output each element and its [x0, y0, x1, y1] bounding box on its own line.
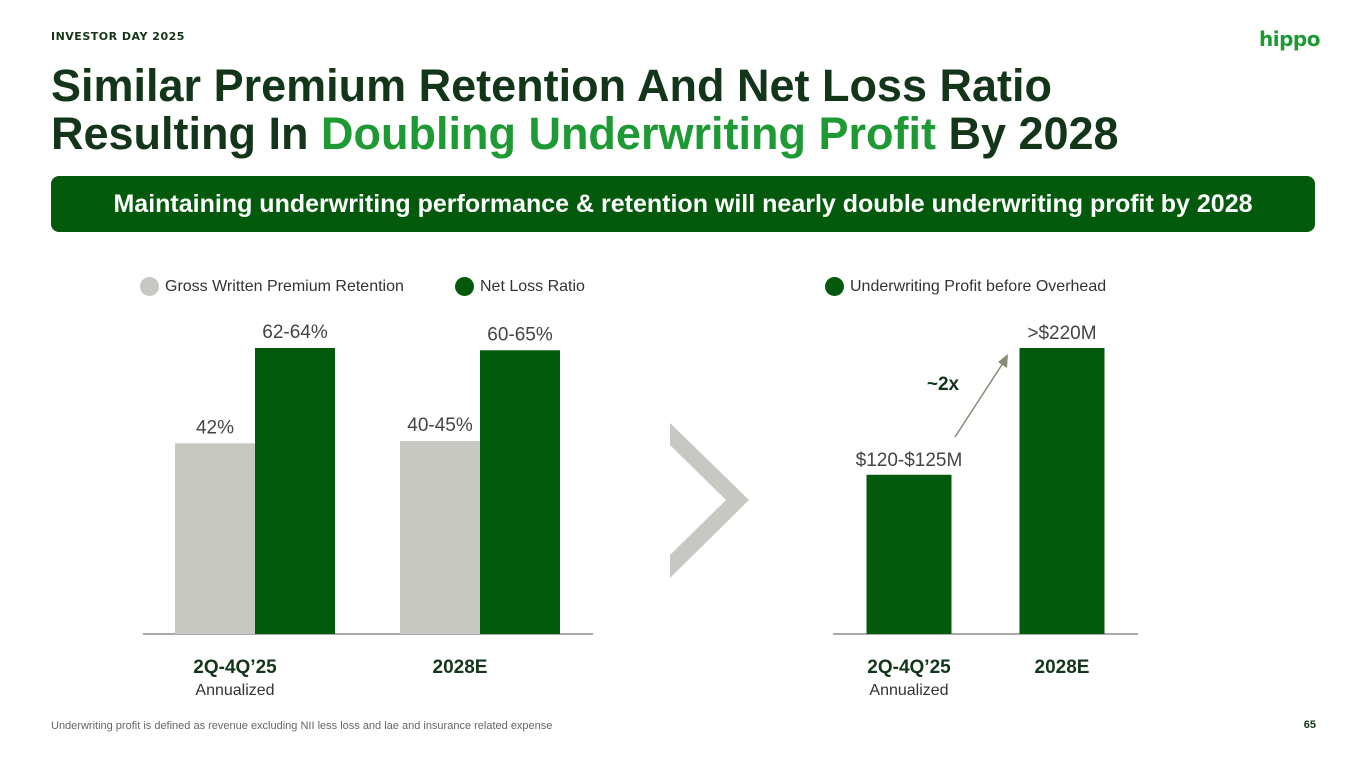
legend-swatch-green: [825, 277, 844, 296]
key-message-banner: Maintaining underwriting performance & r…: [51, 176, 1315, 232]
bar: [175, 443, 255, 634]
legend-swatch-green: [455, 277, 474, 296]
legend-net-loss-ratio: Net Loss Ratio: [455, 277, 585, 296]
footnote: Underwriting profit is defined as revenu…: [51, 720, 553, 732]
arrow-head-icon: [998, 354, 1008, 368]
page-title: Similar Premium Retention And Net Loss R…: [51, 62, 1251, 158]
page-number: 65: [1303, 719, 1316, 731]
legend-label: Underwriting Profit before Overhead: [850, 277, 1107, 295]
title-line-2: Resulting In Doubling Underwriting Profi…: [51, 110, 1251, 158]
data-label: 62-64%: [262, 322, 328, 343]
legend-gwp-retention: Gross Written Premium Retention: [140, 277, 404, 296]
bar: [480, 350, 560, 634]
category-label: 2Q-4Q’25: [867, 657, 951, 678]
data-label: 40-45%: [407, 415, 473, 436]
data-label: 42%: [196, 417, 234, 438]
data-label: >$220M: [1027, 323, 1096, 344]
chevron-right-icon: [670, 423, 749, 578]
category-label: 2028E: [433, 657, 488, 678]
title-line-2-pre: Resulting In: [51, 108, 321, 159]
eyebrow-label: INVESTOR DAY 2025: [51, 30, 185, 43]
bar: [1019, 348, 1105, 634]
hippo-logo: hippo: [1259, 27, 1320, 51]
title-line-2-post: By 2028: [935, 108, 1119, 159]
chart-retention-loss-ratio: 42% 62-64% 2Q-4Q’25 Annualized 40-45% 60-65% 2…: [143, 322, 593, 699]
category-label: 2028E: [1035, 657, 1090, 678]
legend-label: Net Loss Ratio: [480, 277, 585, 295]
category-sublabel: Annualized: [869, 682, 948, 699]
category-label: 2Q-4Q’25: [193, 657, 277, 678]
title-line-1: Similar Premium Retention And Net Loss R…: [51, 60, 1052, 111]
data-label: $120-$125M: [856, 450, 963, 471]
arrow-up-right-icon: [954, 359, 1006, 438]
title-highlight: Doubling Underwriting Profit: [321, 108, 936, 159]
growth-annotation: ~2x: [927, 374, 960, 395]
bar: [255, 348, 335, 634]
data-label: 60-65%: [487, 324, 553, 345]
category-sublabel: Annualized: [195, 682, 274, 699]
bar: [866, 474, 952, 634]
legend-label: Gross Written Premium Retention: [165, 277, 404, 295]
legend-underwriting-profit: Underwriting Profit before Overhead: [825, 277, 1106, 296]
bar: [400, 441, 480, 634]
chart-underwriting-profit: $120-$125M 2Q-4Q’25 Annualized >$220M 2028E ~…: [833, 323, 1138, 699]
legend-swatch-gray: [140, 277, 159, 296]
banner-text: Maintaining underwriting performance & r…: [113, 189, 1253, 218]
